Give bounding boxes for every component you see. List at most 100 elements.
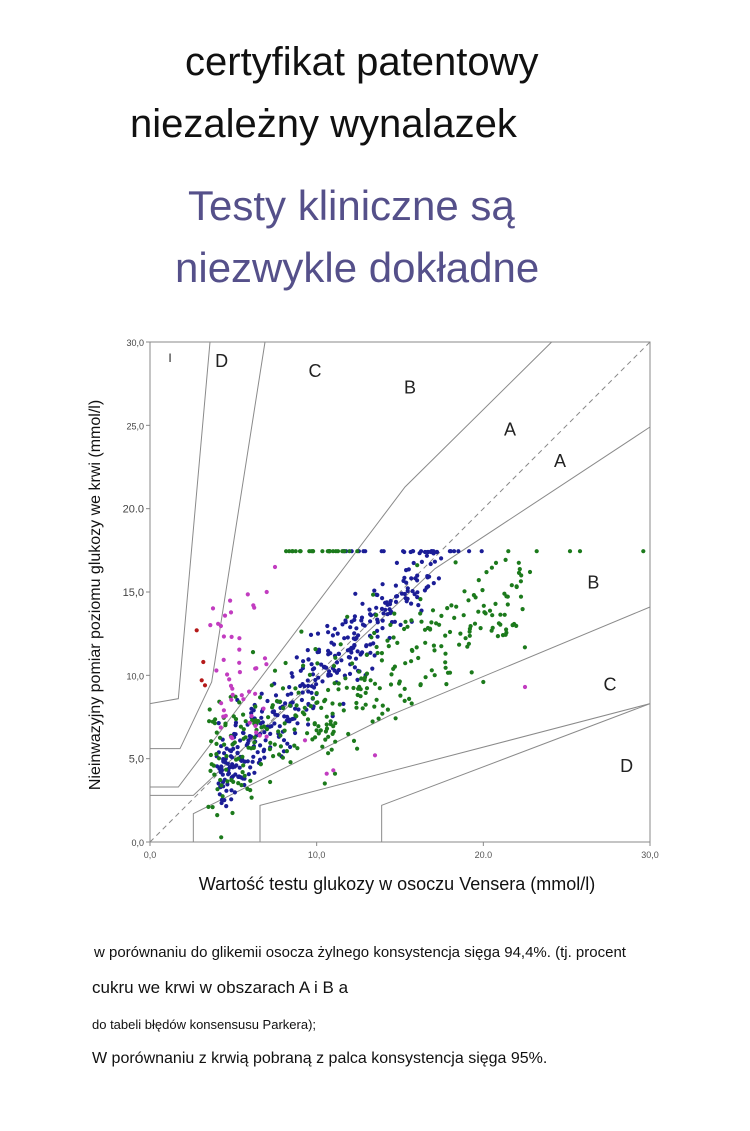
scatter-point-green bbox=[218, 777, 223, 783]
scatter-point-magenta bbox=[324, 771, 329, 776]
scatter-point-green bbox=[372, 681, 378, 686]
scatter-point-red bbox=[202, 683, 208, 688]
x-tick-label: 20.0 bbox=[475, 850, 493, 860]
scatter-point-blue bbox=[233, 723, 238, 728]
scatter-point-green bbox=[437, 622, 442, 627]
y-tick-label: 15,0 bbox=[123, 587, 144, 599]
scatter-point-green bbox=[310, 549, 315, 554]
zone-label: B bbox=[587, 573, 599, 593]
y-axis-label: Nieinwazyjny pomiar poziomu glukozy we k… bbox=[87, 400, 104, 790]
scatter-point-green bbox=[250, 650, 256, 655]
scatter-point-blue bbox=[405, 596, 410, 601]
scatter-point-blue bbox=[245, 741, 250, 746]
scatter-point-green bbox=[249, 795, 254, 800]
scatter-point-green bbox=[471, 593, 476, 598]
scatter-point-blue bbox=[352, 614, 357, 619]
scatter-point-green bbox=[222, 742, 227, 747]
scatter-point-green bbox=[267, 747, 272, 752]
zone-label: C bbox=[309, 361, 322, 381]
scatter-point-blue bbox=[314, 682, 319, 687]
scatter-point-green bbox=[243, 719, 248, 724]
scatter-point-blue bbox=[232, 790, 237, 795]
scatter-point-green bbox=[208, 768, 213, 773]
scatter-point-blue bbox=[312, 666, 317, 671]
scatter-point-green bbox=[429, 620, 434, 625]
scatter-point-blue bbox=[231, 746, 236, 751]
scatter-point-green bbox=[284, 549, 289, 554]
scatter-point-green bbox=[419, 619, 424, 624]
scatter-point-green bbox=[467, 633, 472, 638]
scatter-point-green bbox=[502, 612, 507, 617]
scatter-point-green bbox=[268, 779, 273, 785]
scatter-point-blue bbox=[436, 576, 441, 581]
scatter-point-blue bbox=[229, 797, 234, 802]
scatter-point-green bbox=[418, 611, 423, 616]
scatter-point-blue bbox=[415, 595, 420, 600]
y-tick-label: 5,0 bbox=[129, 754, 144, 766]
scatter-point-blue bbox=[300, 690, 305, 695]
scatter-point-green bbox=[331, 663, 337, 669]
scatter-point-green bbox=[362, 677, 367, 683]
scatter-point-red bbox=[199, 678, 204, 683]
scatter-point-blue bbox=[395, 594, 400, 599]
scatter-point-blue bbox=[424, 553, 429, 558]
scatter-point-blue bbox=[375, 634, 380, 639]
scatter-point-green bbox=[395, 640, 400, 645]
scatter-point-magenta bbox=[239, 693, 244, 698]
scatter-point-green bbox=[241, 736, 246, 741]
scatter-point-blue bbox=[341, 701, 346, 706]
scatter-point-green bbox=[215, 787, 220, 792]
scatter-point-green bbox=[236, 756, 241, 761]
scatter-point-green bbox=[219, 835, 224, 840]
scatter-point-green bbox=[276, 729, 281, 734]
scatter-point-blue bbox=[410, 589, 415, 594]
scatter-point-blue bbox=[298, 668, 303, 673]
scatter-point-blue bbox=[379, 606, 385, 611]
scatter-point-blue bbox=[230, 762, 235, 767]
scatter-point-blue bbox=[285, 741, 290, 746]
scatter-point-green bbox=[302, 705, 307, 710]
scatter-point-blue bbox=[293, 706, 298, 711]
scatter-point-blue bbox=[285, 719, 291, 724]
scatter-point-green bbox=[332, 771, 338, 776]
scatter-point-green bbox=[377, 686, 382, 691]
scatter-point-green bbox=[211, 763, 216, 768]
scatter-point-green bbox=[374, 612, 379, 618]
scatter-point-blue bbox=[375, 620, 380, 625]
scatter-point-green bbox=[314, 728, 319, 733]
scatter-point-green bbox=[461, 613, 466, 618]
scatter-point-green bbox=[305, 731, 310, 736]
scatter-point-blue bbox=[380, 618, 385, 623]
scatter-point-blue bbox=[352, 631, 357, 636]
scatter-point-magenta bbox=[264, 662, 269, 667]
x-tick-label: 30,0 bbox=[641, 850, 659, 860]
scatter-point-green bbox=[269, 683, 274, 688]
scatter-point-green bbox=[326, 687, 331, 693]
scatter-point-green bbox=[293, 686, 298, 691]
scatter-point-blue bbox=[419, 559, 424, 564]
scatter-point-blue bbox=[467, 549, 472, 554]
zone-label: A bbox=[504, 419, 516, 439]
scatter-point-green bbox=[331, 724, 336, 729]
scatter-point-blue bbox=[315, 631, 321, 636]
scatter-point-green bbox=[447, 629, 453, 635]
scatter-point-green bbox=[287, 549, 292, 554]
scatter-point-blue bbox=[305, 678, 310, 683]
scatter-point-green bbox=[288, 760, 293, 765]
scatter-point-blue bbox=[219, 800, 224, 806]
scatter-point-blue bbox=[287, 685, 292, 690]
scatter-point-green bbox=[407, 696, 412, 701]
zone-label: C bbox=[604, 674, 617, 694]
scatter-point-blue bbox=[265, 698, 270, 704]
scatter-point-green bbox=[297, 549, 303, 554]
scatter-point-green bbox=[463, 636, 468, 641]
scatter-point-green bbox=[305, 717, 311, 722]
scatter-point-magenta bbox=[221, 657, 226, 662]
scatter-point-green bbox=[324, 722, 329, 727]
scatter-point-green bbox=[274, 699, 280, 704]
scatter-point-green bbox=[409, 701, 414, 706]
scatter-point-green bbox=[337, 702, 342, 707]
scatter-point-blue bbox=[224, 746, 229, 751]
scatter-point-blue bbox=[272, 721, 277, 726]
scatter-point-blue bbox=[322, 664, 327, 669]
